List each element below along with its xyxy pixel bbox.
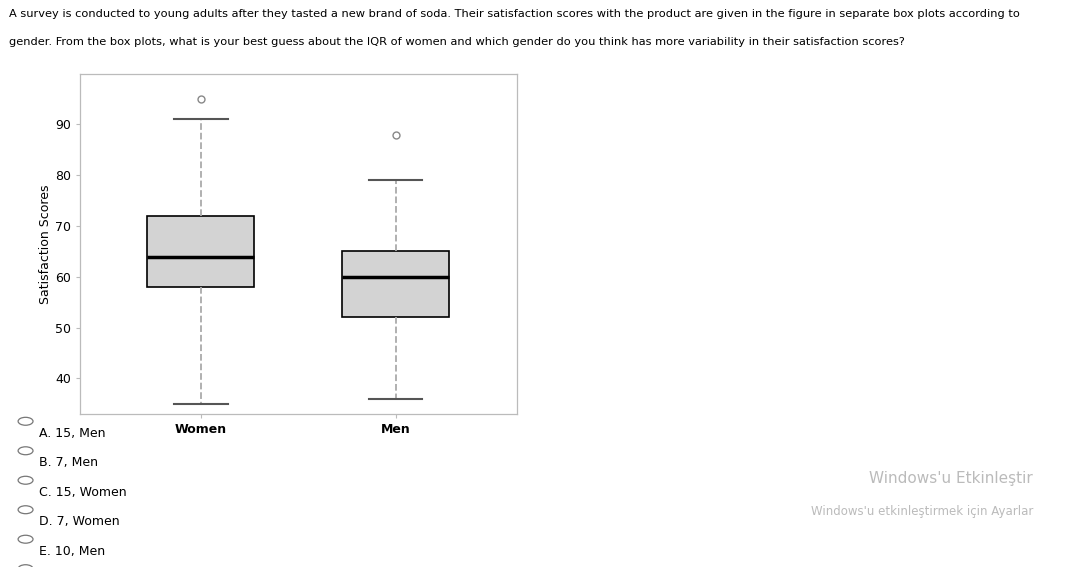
Text: A. 15, Men: A. 15, Men xyxy=(39,427,105,440)
Text: E. 10, Men: E. 10, Men xyxy=(39,545,105,558)
Text: gender. From the box plots, what is your best guess about the IQR of women and w: gender. From the box plots, what is your… xyxy=(9,37,904,47)
Text: Windows'u etkinleştirmek için Ayarlar: Windows'u etkinleştirmek için Ayarlar xyxy=(810,505,1033,518)
Text: B. 7, Men: B. 7, Men xyxy=(39,456,98,469)
Text: Windows'u Etkinleştir: Windows'u Etkinleştir xyxy=(869,471,1033,485)
Text: A survey is conducted to young adults after they tasted a new brand of soda. The: A survey is conducted to young adults af… xyxy=(9,9,1019,19)
PathPatch shape xyxy=(147,216,255,287)
Text: D. 7, Women: D. 7, Women xyxy=(39,515,120,528)
Text: C. 15, Women: C. 15, Women xyxy=(39,486,127,499)
Y-axis label: Satisfaction Scores: Satisfaction Scores xyxy=(39,184,52,303)
PathPatch shape xyxy=(342,251,449,318)
